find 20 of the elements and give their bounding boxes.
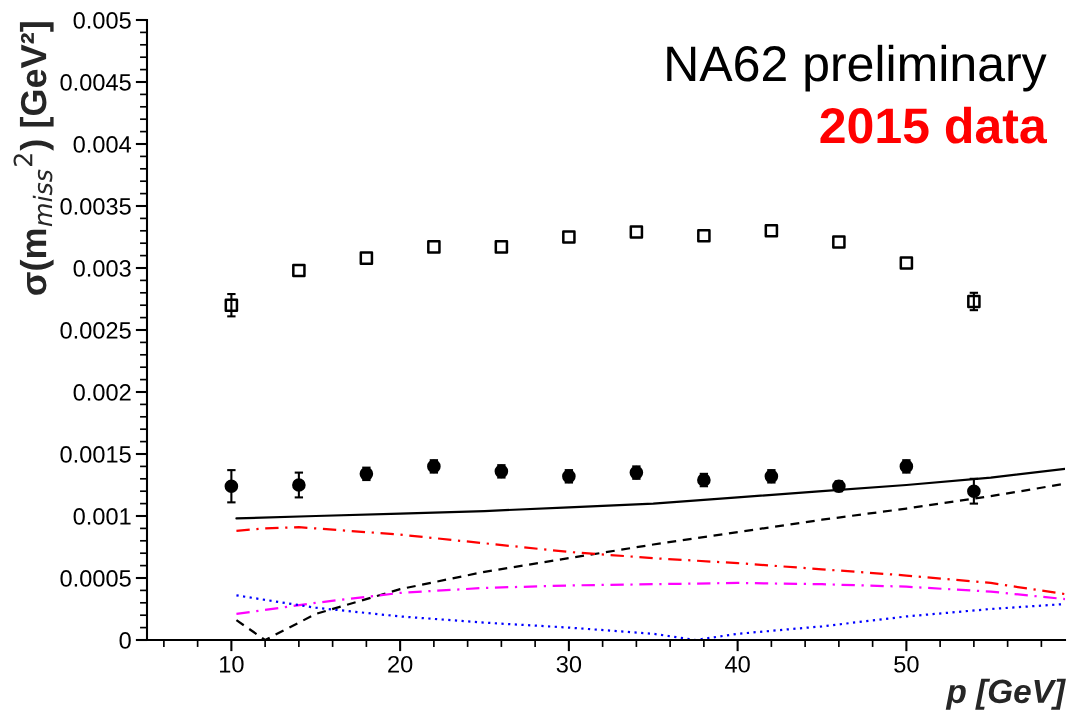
x-axis-title: p [GeV] [945, 678, 1066, 710]
x-tick-label: 10 [220, 655, 244, 673]
x-tick-label: 30 [556, 655, 582, 673]
y-tick-label: 0.0015 [60, 446, 131, 463]
x-tick-label: 50 [894, 655, 919, 673]
annotation: 2015 data [820, 106, 1047, 144]
x-tick-label: 40 [725, 655, 750, 673]
y-tick-label: 0.0005 [60, 570, 131, 587]
y-tick-label: 0.002 [73, 384, 131, 401]
y-tick-label: 0.0025 [60, 322, 131, 339]
x-tick-label: 20 [388, 655, 413, 673]
y-tick-label: 0.003 [73, 260, 131, 277]
y-tick-label: 0.004 [73, 136, 132, 153]
y-tick-label: 0 [119, 632, 131, 649]
y-tick-label: 0.0045 [60, 74, 131, 91]
y-tick-label: 0.005 [73, 12, 131, 29]
y-axis-title: σ(m$_{miss}$$^{2}$) [GeV²] [13, 22, 54, 295]
y-tick-label: 0.001 [73, 508, 131, 525]
y-tick-label: 0.0035 [60, 198, 131, 215]
annotation: NA62 preliminary [667, 44, 1047, 92]
